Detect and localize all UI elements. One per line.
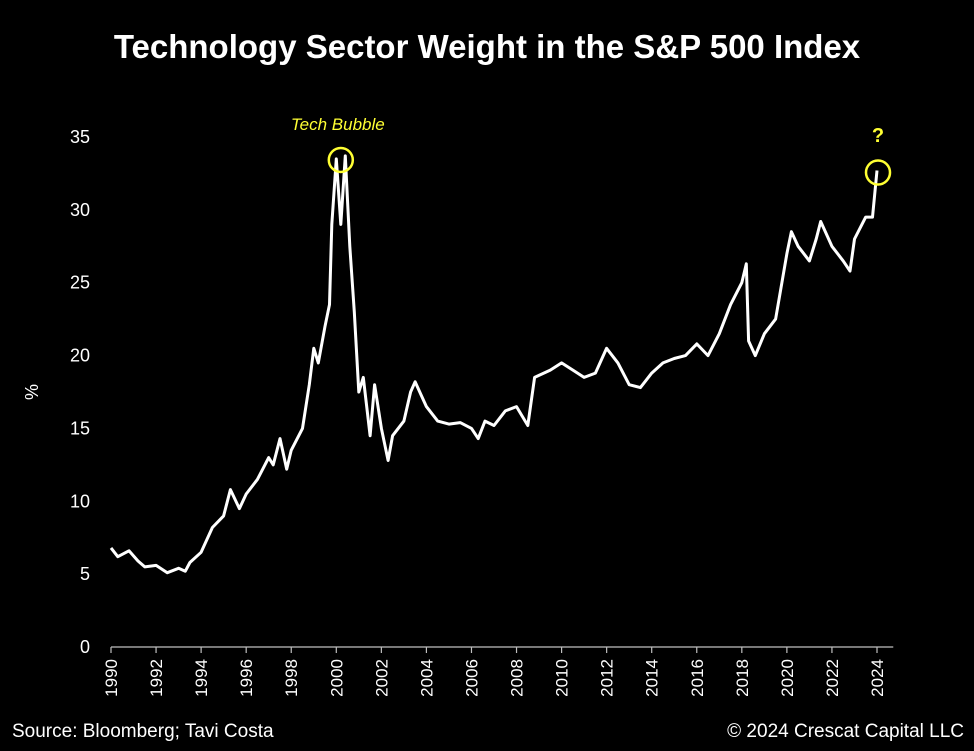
series-line [109, 154, 879, 575]
x-tick-label: 2008 [508, 659, 527, 697]
x-tick-label: 1990 [102, 659, 121, 697]
x-tick-label: 1996 [237, 659, 256, 697]
x-tick-label: 2020 [778, 659, 797, 697]
x-tick-label: 2018 [733, 659, 752, 697]
y-tick-label: 5 [80, 564, 90, 584]
x-tick-label: 2004 [417, 659, 436, 697]
source-note: Source: Bloomberg; Tavi Costa [12, 721, 274, 742]
y-tick-label: 10 [70, 491, 90, 511]
x-tick-label: 2024 [868, 659, 887, 697]
x-tick-label: 2014 [643, 659, 662, 697]
annotation-circle-tech-bubble [327, 146, 355, 174]
x-tick-label: 2012 [598, 659, 617, 697]
y-axis-label: % [22, 384, 42, 400]
annotation-label-tech-bubble: Tech Bubble [291, 115, 385, 134]
x-tick-label: 2000 [327, 659, 346, 697]
x-tick-label: 2002 [372, 659, 391, 697]
copyright-note: © 2024 Crescat Capital LLC [727, 721, 964, 742]
x-tick-label: 1998 [282, 659, 301, 697]
y-tick-label: 0 [80, 637, 90, 657]
chart-title: Technology Sector Weight in the S&P 500 … [113, 28, 861, 65]
x-tick-label: 1992 [147, 659, 166, 697]
annotation-circle-2024 [864, 159, 892, 186]
y-tick-label: 20 [70, 346, 90, 366]
x-tick-label: 1994 [192, 659, 211, 697]
x-tick-label: 2010 [553, 659, 572, 697]
y-tick-label: 25 [70, 273, 90, 293]
y-tick-label: 30 [70, 200, 90, 220]
y-tick-label: 35 [70, 127, 90, 147]
x-tick-label: 2016 [688, 659, 707, 697]
x-tick-label: 2006 [462, 659, 481, 697]
annotation-label-question: ? [872, 125, 884, 147]
x-tick-label: 2022 [823, 659, 842, 697]
y-tick-label: 15 [70, 418, 90, 438]
